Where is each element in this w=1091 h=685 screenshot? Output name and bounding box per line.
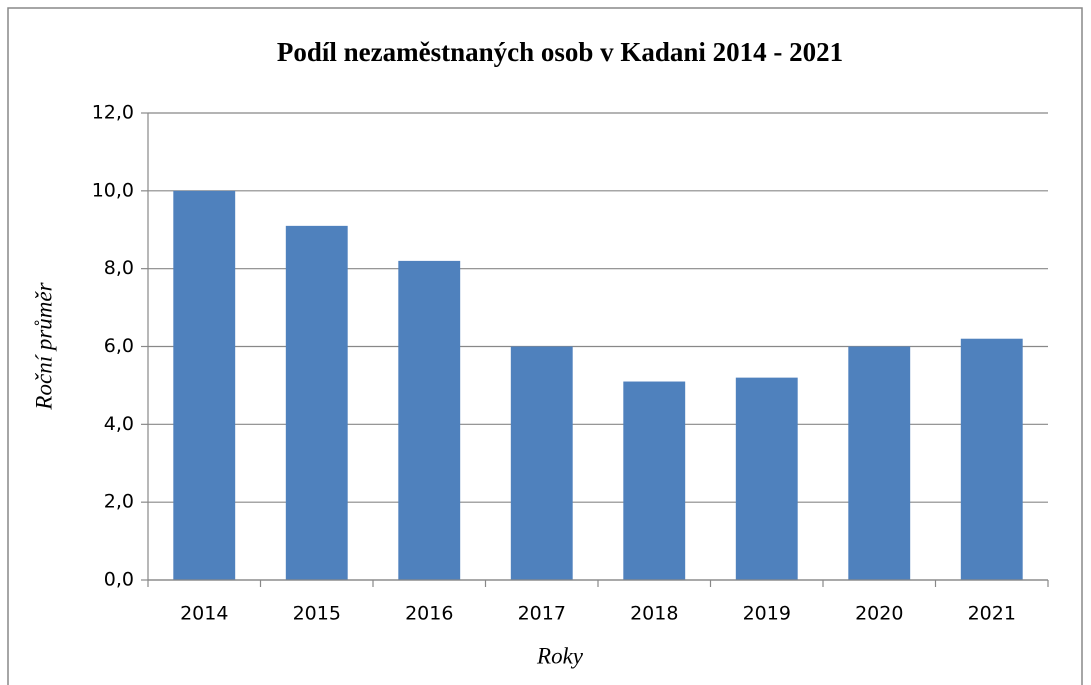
x-tick-label: 2017 <box>518 603 566 625</box>
y-axis-label: Roční průměr <box>31 281 56 410</box>
y-tick-label: 6,0 <box>104 335 134 357</box>
bar <box>960 338 1023 580</box>
bar <box>848 346 911 580</box>
x-tick-label: 2016 <box>405 603 453 625</box>
y-tick-label: 10,0 <box>92 179 134 201</box>
chart-title: Podíl nezaměstnaných osob v Kadani 2014 … <box>277 37 843 67</box>
x-tick-label: 2020 <box>855 603 903 625</box>
bar <box>735 377 798 580</box>
x-tick-label: 2021 <box>968 603 1016 625</box>
bar <box>285 225 348 580</box>
bar <box>510 346 573 580</box>
y-tick-label: 8,0 <box>104 257 134 279</box>
x-tick-label: 2018 <box>630 603 678 625</box>
bar <box>398 260 461 580</box>
x-axis-label: Roky <box>536 643 584 668</box>
y-tick-label: 0,0 <box>104 569 134 591</box>
x-tick-label: 2019 <box>743 603 791 625</box>
y-tick-label: 2,0 <box>104 491 134 513</box>
bar <box>623 381 686 580</box>
x-tick-label: 2014 <box>180 603 228 625</box>
bar <box>173 190 236 581</box>
y-tick-label: 4,0 <box>104 413 134 435</box>
x-tick-label: 2015 <box>293 603 341 625</box>
y-tick-label: 12,0 <box>92 102 134 124</box>
